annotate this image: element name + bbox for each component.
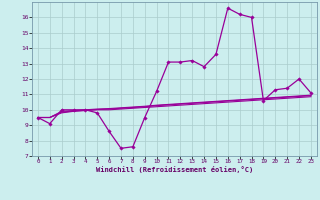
X-axis label: Windchill (Refroidissement éolien,°C): Windchill (Refroidissement éolien,°C) xyxy=(96,166,253,173)
